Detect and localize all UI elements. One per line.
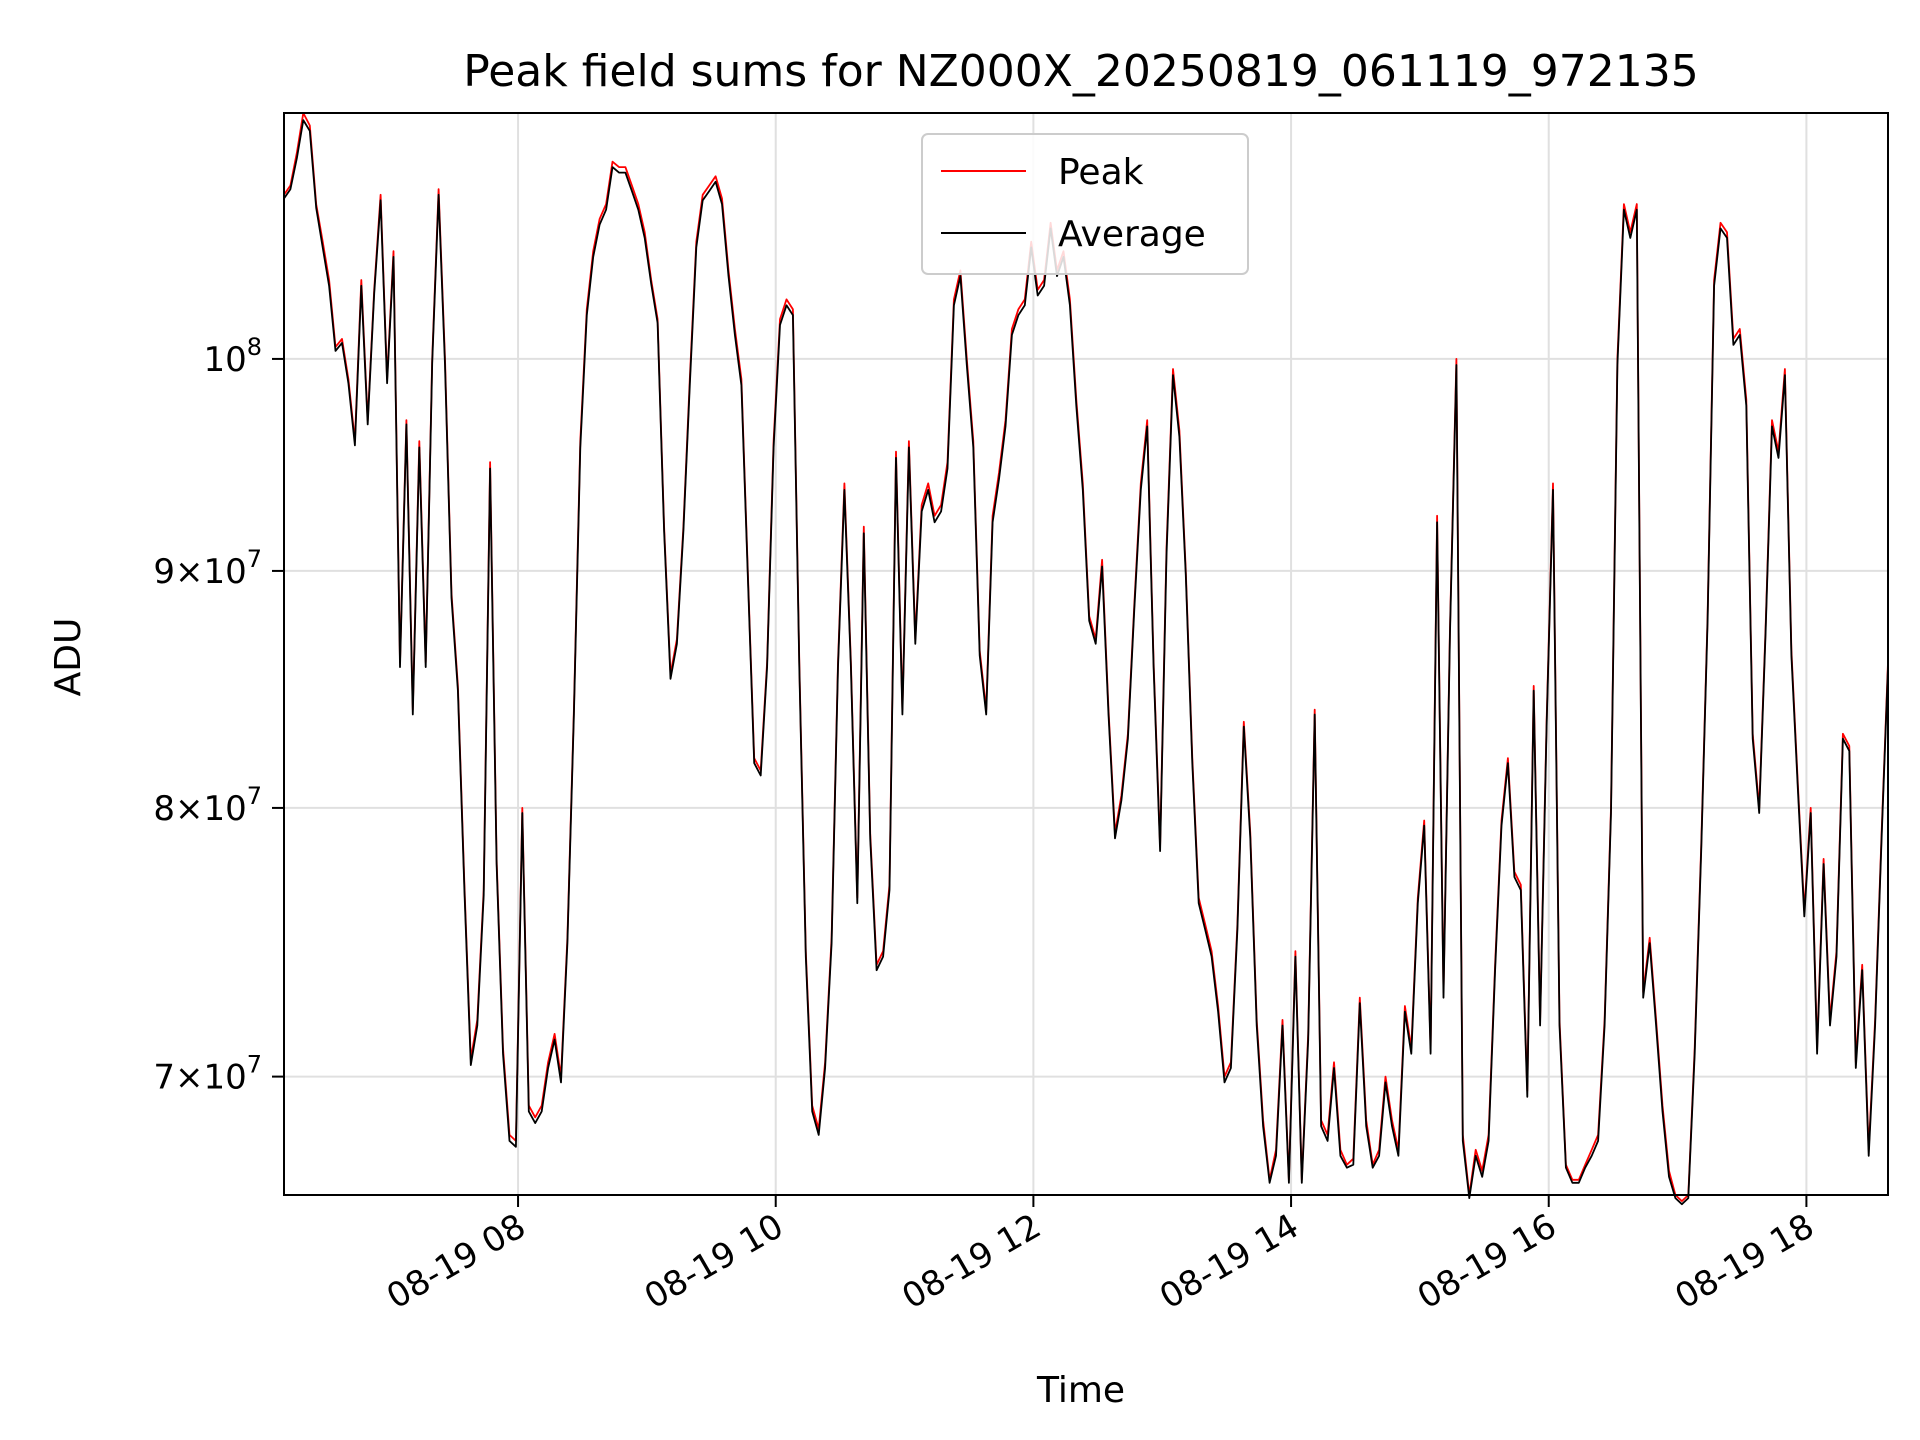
series-line-peak (283, 112, 1889, 1202)
plot-frame (283, 112, 1889, 1196)
x-axis-label: Time (1036, 1370, 1125, 1411)
x-tick-label: 08-19 08 (380, 1206, 532, 1317)
x-tick-label: 08-19 12 (895, 1206, 1047, 1317)
y-tick-label: 108 (203, 333, 262, 380)
series-layer (283, 112, 1889, 1206)
y-tick-label: 9×107 (153, 545, 262, 592)
y-tick-label: 8×107 (153, 782, 262, 829)
x-tick-label: 08-19 14 (1153, 1206, 1305, 1317)
legend-label-average: Average (1058, 214, 1206, 255)
series-line-average (283, 119, 1889, 1206)
x-tick-label: 08-19 18 (1669, 1206, 1821, 1317)
y-tick-label: 7×107 (153, 1051, 262, 1098)
x-tick-label: 08-19 16 (1411, 1206, 1563, 1317)
y-axis-label: ADU (48, 618, 89, 697)
x-axis-ticks: 08-19 08 08-19 10 08-19 12 08-19 14 08-19 16… (380, 1195, 1821, 1317)
legend: Peak Average (921, 133, 1249, 275)
legend-label-peak: Peak (1058, 152, 1144, 193)
y-axis-ticks: 108 9×107 8×107 7×107 (153, 333, 284, 1098)
legend-box (921, 133, 1249, 275)
x-tick-label: 08-19 10 (638, 1206, 790, 1317)
grid-lines (284, 113, 1888, 1195)
chart-title: Peak field sums for NZ000X_20250819_0611… (463, 46, 1699, 97)
